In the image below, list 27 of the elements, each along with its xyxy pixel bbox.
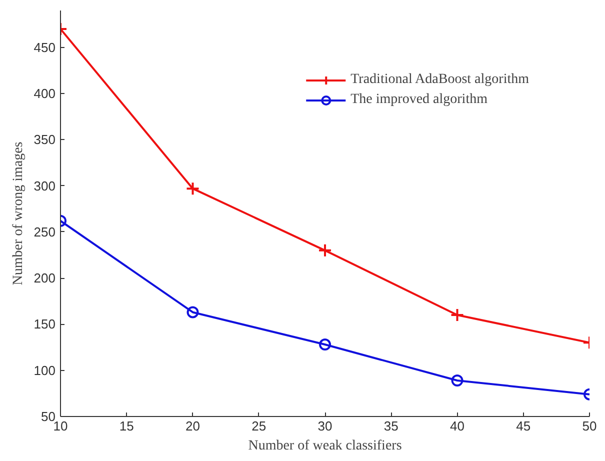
x-axis-title: Number of weak classifiers [248,438,402,454]
y-tick-label: 50 [41,409,56,424]
y-tick-label: 450 [34,40,56,55]
point [451,374,464,387]
x-tick-label: 45 [516,418,531,434]
y-tick-label: 150 [34,316,56,332]
y-axis-title: Number of wrong images [10,142,26,286]
x-tick-label: 30 [318,418,332,434]
y-tick-label: 350 [34,132,56,148]
legend-label: The improved algorithm [350,92,488,108]
legend-label: Traditional AdaBoost algorithm [350,72,529,88]
point [450,308,464,322]
point [186,182,200,196]
y-tick-label: 300 [34,178,56,194]
point [318,243,332,258]
y-tick-label: 400 [34,86,56,102]
x-tick-label: 35 [384,418,398,434]
point [186,306,199,318]
x-tick-label: 20 [186,418,200,434]
x-tick-label: 15 [119,418,134,434]
x-tick-label: 50 [582,418,597,434]
y-tick-label: 250 [34,224,56,240]
point [319,338,331,351]
y-tick-label: 200 [34,270,56,286]
x-tick-label: 40 [450,418,464,434]
y-tick-label: 100 [34,362,56,378]
x-tick-label: 25 [252,418,266,434]
